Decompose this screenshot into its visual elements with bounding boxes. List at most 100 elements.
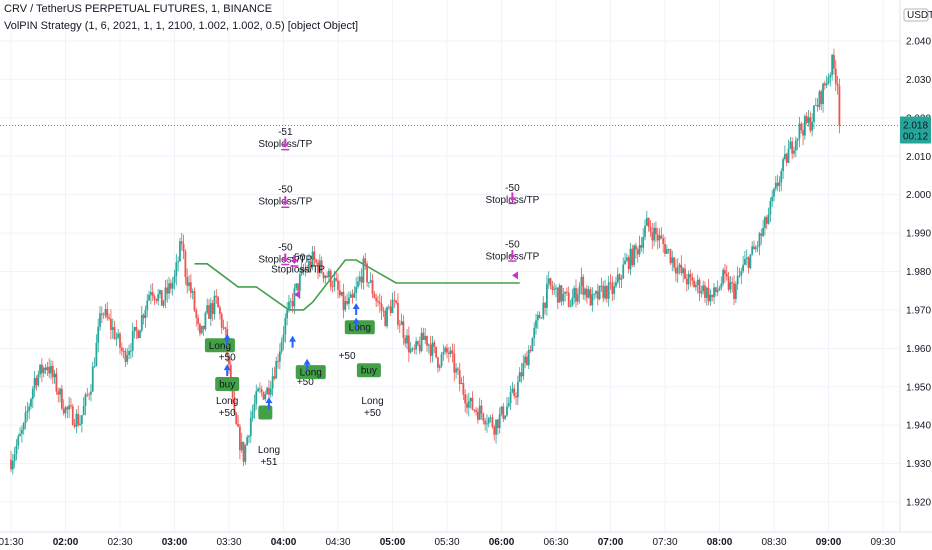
candle-body — [705, 287, 708, 298]
candle-body — [119, 333, 121, 348]
candle-body — [144, 309, 147, 319]
time-tick-label: 03:30 — [216, 537, 241, 548]
candle-body — [658, 235, 661, 241]
candle-body — [280, 341, 283, 352]
last-price-value: 2.018 — [903, 121, 928, 132]
candle-body — [687, 274, 690, 285]
candle-body — [108, 317, 110, 319]
candle-body — [313, 251, 316, 260]
candlesticks — [10, 48, 841, 475]
candle-body — [413, 348, 416, 350]
candle-body — [462, 383, 465, 395]
stoploss-arrow-head — [290, 260, 298, 265]
time-tick-label: 09:00 — [816, 537, 842, 548]
candle-body — [680, 264, 683, 274]
candle-body — [780, 171, 783, 183]
candle-body — [609, 282, 612, 284]
candle-body — [764, 217, 766, 228]
time-tick-label: 04:30 — [325, 537, 350, 548]
time-tick-label: 06:30 — [543, 537, 568, 548]
candle-body — [469, 397, 472, 402]
time-tick-label: 09:30 — [870, 537, 895, 548]
candle-body — [360, 276, 363, 283]
candle-body — [671, 257, 674, 264]
candle-body — [673, 257, 675, 268]
candle-body — [110, 318, 112, 330]
candle-body — [553, 288, 556, 290]
time-tick-label: 05:30 — [434, 537, 459, 548]
candle-body — [159, 290, 161, 295]
candle-body — [582, 276, 585, 295]
candle-body — [106, 309, 109, 318]
candle-body — [613, 286, 616, 294]
stoploss-arrow-head — [281, 201, 289, 206]
candle-body — [135, 327, 138, 331]
candle-body — [813, 105, 815, 122]
candle-body — [598, 285, 601, 300]
price-axis[interactable]: 2.0402.0302.0202.0102.0001.9901.9801.970… — [899, 0, 932, 550]
candle-body — [827, 77, 830, 84]
strategy-legend[interactable]: VolPIN Strategy (1, 6, 2021, 1, 1, 2100,… — [4, 20, 359, 32]
candle-body — [691, 277, 694, 281]
candle-body — [13, 454, 16, 461]
candle-body — [816, 105, 819, 107]
candle-body — [700, 291, 703, 294]
price-tick-label: 1.990 — [906, 229, 931, 240]
currency-label: USDT — [907, 10, 932, 21]
candle-body — [182, 243, 185, 252]
candle-body — [536, 315, 539, 321]
candle-body — [220, 313, 223, 328]
candle-body — [556, 287, 559, 303]
candle-body — [340, 291, 343, 296]
candle-body — [186, 277, 189, 286]
trade-label-bg — [356, 363, 381, 378]
candle-body — [664, 243, 666, 254]
candle-body — [653, 227, 655, 241]
time-axis[interactable]: 01:30 02:00 02:30 03:00 03:30 04:00 04:30 05:00… — [0, 531, 932, 548]
candle-body — [64, 407, 67, 414]
candle-body — [88, 394, 91, 396]
candle-body — [491, 417, 494, 427]
candle-body — [291, 301, 294, 307]
candle-body — [482, 413, 485, 421]
candle-body — [791, 141, 794, 154]
candle-body — [809, 117, 812, 131]
candle-body — [776, 182, 779, 186]
candle-body — [391, 299, 394, 313]
candle-body — [533, 327, 536, 339]
candle-body — [219, 307, 221, 314]
candle-body — [277, 360, 279, 362]
candle-body — [558, 285, 561, 303]
candle-body — [736, 275, 739, 285]
candle-body — [464, 394, 467, 404]
candle-body — [111, 327, 114, 330]
candle-body — [244, 445, 247, 462]
entry-arrow-head — [223, 364, 231, 371]
candle-body — [587, 289, 590, 298]
candle-body — [647, 217, 650, 227]
candle-body — [55, 373, 58, 392]
candle-body — [542, 302, 545, 318]
candle-body — [22, 423, 25, 430]
candle-body — [62, 408, 65, 414]
candle-body — [765, 217, 768, 224]
candle-body — [618, 274, 621, 280]
candle-body — [378, 302, 381, 304]
annotation-text: +51 — [260, 457, 277, 468]
candle-body — [460, 383, 463, 385]
candle-body — [642, 236, 645, 248]
candle-body — [369, 280, 372, 283]
price-tick-label: 1.960 — [906, 344, 931, 355]
annotation-text: +50 — [219, 408, 236, 419]
candle-body — [520, 372, 523, 377]
candle-body — [329, 270, 332, 287]
candle-body — [667, 249, 670, 250]
candle-body — [295, 283, 298, 289]
candle-body — [631, 248, 634, 266]
candle-body — [126, 355, 129, 362]
candle-body — [297, 283, 299, 291]
candle-body — [636, 249, 639, 255]
candle-body — [466, 403, 468, 408]
price-tick-label: 1.940 — [906, 421, 931, 432]
